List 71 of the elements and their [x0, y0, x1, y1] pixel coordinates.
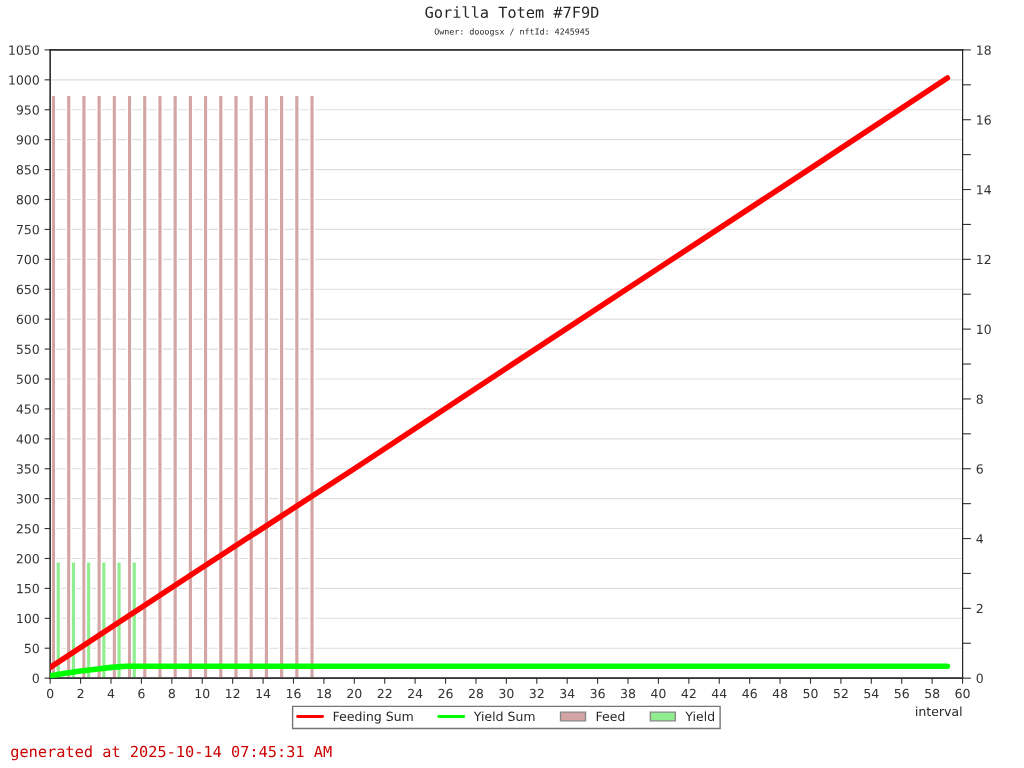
- x-tick-label: 22: [377, 688, 392, 699]
- x-tick-label: 36: [590, 688, 605, 699]
- y-tick-label: 950: [16, 105, 39, 115]
- y2-tick-label: 6: [976, 464, 983, 474]
- y-tick-label: 450: [16, 404, 39, 414]
- y2-tick-label: 8: [976, 394, 983, 404]
- y2-tick-label: 0: [976, 673, 983, 684]
- y-tick-label: 850: [16, 165, 39, 175]
- x-axis-title: interval: [916, 706, 962, 717]
- y-tick-label: 0: [32, 673, 39, 684]
- y-tick-label: 1050: [9, 45, 39, 55]
- y-tick-label: 550: [16, 344, 39, 354]
- x-tick-label: 14: [256, 688, 271, 699]
- x-tick-label: 60: [955, 688, 970, 699]
- y-tick-label: 350: [16, 464, 39, 474]
- x-tick-label: 54: [864, 688, 879, 699]
- y2-tick-label: 14: [977, 185, 991, 195]
- x-tick-label: 20: [347, 688, 362, 699]
- y-tick-label: 800: [16, 194, 39, 205]
- y2-tick-label: 16: [977, 115, 991, 125]
- x-tick-label: 32: [529, 688, 544, 699]
- x-tick-label: 58: [925, 688, 940, 699]
- x-tick-label: 52: [833, 688, 848, 699]
- x-tick-label: 24: [408, 688, 423, 699]
- x-tick-label: 40: [651, 688, 666, 699]
- y-tick-label: 600: [16, 314, 39, 325]
- x-tick-label: 0: [47, 688, 54, 699]
- y-tick-label: 700: [16, 254, 39, 265]
- x-tick-label: 28: [468, 688, 484, 699]
- y-tick-label: 150: [17, 583, 39, 594]
- legend-label: Yield Sum: [473, 711, 535, 722]
- x-tick-label: 18: [317, 688, 331, 699]
- y-tick-label: 400: [16, 434, 39, 444]
- chart-title: Gorilla Totem #7F9D: [425, 6, 599, 19]
- y-tick-label: 200: [16, 553, 39, 564]
- legend-label: Yield: [685, 711, 714, 722]
- x-tick-label: 6: [138, 688, 145, 699]
- y2-tick-label: 2: [976, 603, 983, 614]
- x-tick-label: 30: [499, 688, 514, 699]
- y2-tick-label: 4: [976, 534, 984, 544]
- y-tick-label: 100: [17, 613, 39, 624]
- x-tick-label: 56: [894, 688, 909, 699]
- x-tick-label: 46: [742, 688, 757, 699]
- x-tick-label: 2: [77, 688, 84, 699]
- y2-tick-label: 12: [977, 254, 991, 265]
- y-tick-label: 750: [16, 224, 39, 235]
- x-tick-label: 50: [803, 688, 818, 699]
- x-tick-label: 38: [621, 688, 636, 699]
- chart-subtitle: Owner: dooogsx / nftId: 4245945: [434, 28, 590, 37]
- x-tick-label: 8: [168, 688, 175, 699]
- y-tick-label: 650: [16, 284, 39, 295]
- y-tick-label: 1000: [9, 75, 39, 85]
- x-tick-label: 12: [226, 688, 240, 699]
- x-tick-label: 4: [107, 688, 115, 699]
- x-tick-label: 10: [195, 688, 210, 699]
- y2-tick-label: 18: [977, 45, 991, 55]
- x-tick-label: 48: [772, 688, 788, 699]
- y-tick-label: 900: [16, 135, 39, 145]
- y-tick-label: 500: [16, 374, 39, 384]
- text: generated at 2025-10-14 07:45:31 AM: [11, 745, 332, 761]
- x-tick-label: 34: [560, 688, 575, 699]
- x-tick-label: 42: [681, 688, 696, 699]
- y-tick-label: 300: [16, 494, 39, 504]
- x-tick-label: 16: [286, 688, 301, 699]
- x-tick-label: 44: [711, 688, 727, 699]
- y-tick-label: 50: [24, 643, 39, 654]
- y2-tick-label: 10: [977, 324, 991, 335]
- legend-label: Feed: [596, 711, 625, 722]
- x-tick-label: 26: [438, 688, 453, 699]
- y-tick-label: 250: [16, 524, 39, 534]
- legend-label: Feeding Sum: [333, 711, 413, 724]
